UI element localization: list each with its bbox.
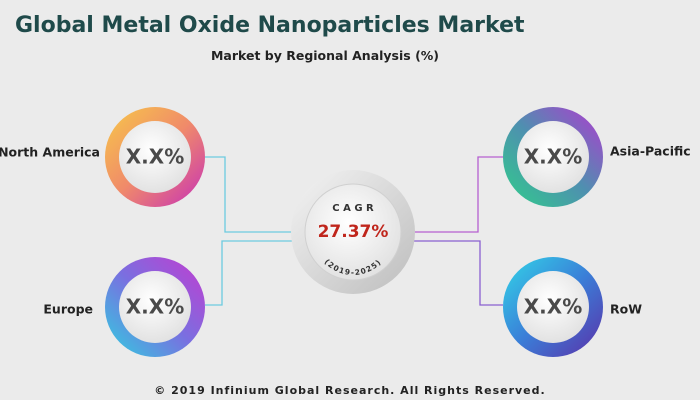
cagr-label: C A G R [332,203,374,214]
region-value: X.X% [524,145,582,169]
connector [205,240,292,306]
region-name: North America [0,145,100,160]
region-disc [119,271,191,343]
region-name: Asia-Pacific [610,144,691,159]
subtitle: Market by Regional Analysis (%) [211,48,439,63]
region-name: RoW [610,302,642,317]
region-disc [517,121,589,193]
region-value: X.X% [126,145,184,169]
cagr-value: 27.37% [318,222,389,242]
connector [414,240,503,306]
region-disc [119,121,191,193]
region-name: Europe [43,302,93,317]
title: Global Metal Oxide Nanoparticles Market [15,13,525,38]
connector [205,156,292,233]
region-disc [517,271,589,343]
center-disc [304,183,402,281]
region-value: X.X% [126,295,184,319]
connector [414,156,503,233]
connectors [205,156,503,306]
region-value: X.X% [524,295,582,319]
footer: © 2019 Infinium Global Research. All Rig… [154,384,545,397]
